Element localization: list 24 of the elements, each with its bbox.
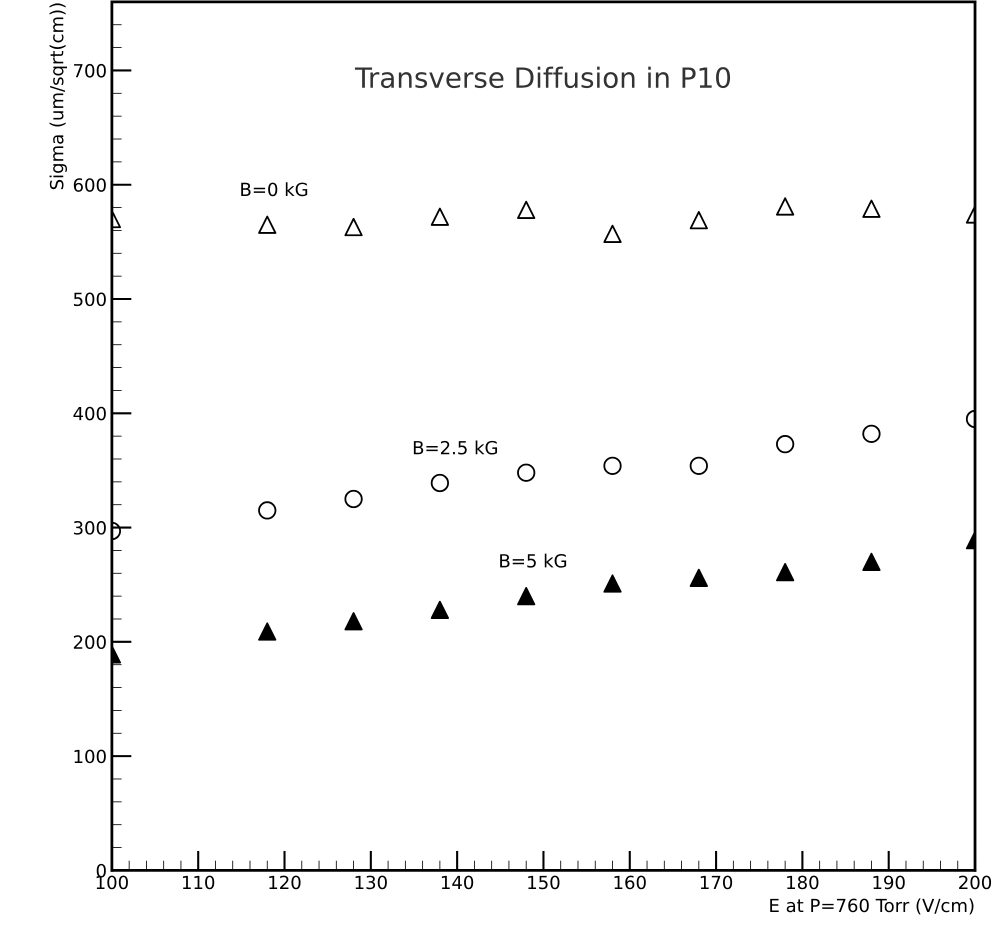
y-tick-label: 500 (74, 292, 106, 306)
text: Transverse Diffusion in P10 (354, 66, 730, 88)
series-label: B=0 kG (241, 182, 308, 196)
x-tick-label: 170 (700, 876, 732, 890)
y-tick-label: 700 (74, 64, 106, 78)
x-tick-label: 190 (873, 876, 905, 890)
x-tick-label: 110 (182, 876, 214, 890)
x-tick-label: 140 (442, 876, 474, 890)
x-tick-label: 120 (269, 876, 301, 890)
y-axis-title: Sigma (um/sqrt(cm)) (50, 3, 68, 190)
y-tick-label: 200 (74, 635, 106, 649)
y-tick-label: 400 (73, 406, 106, 420)
x-tick-label: 130 (356, 876, 387, 890)
y-tick-label: 300 (74, 521, 106, 535)
x-tick-label: 150 (528, 876, 560, 890)
x-axis-title: E at P=760 Torr (V/cm) (770, 898, 974, 914)
y-tick-label: 100 (74, 750, 106, 764)
x-tick-label: 200 (959, 876, 992, 890)
x-tick-label: 160 (614, 876, 646, 890)
y-tick-label: 600 (74, 178, 106, 192)
series-label: B=2.5 kG (414, 440, 498, 454)
series-label: B=5 kG (500, 554, 566, 568)
x-tick-label: 100 (96, 876, 128, 890)
x-tick-label: 180 (787, 876, 818, 890)
